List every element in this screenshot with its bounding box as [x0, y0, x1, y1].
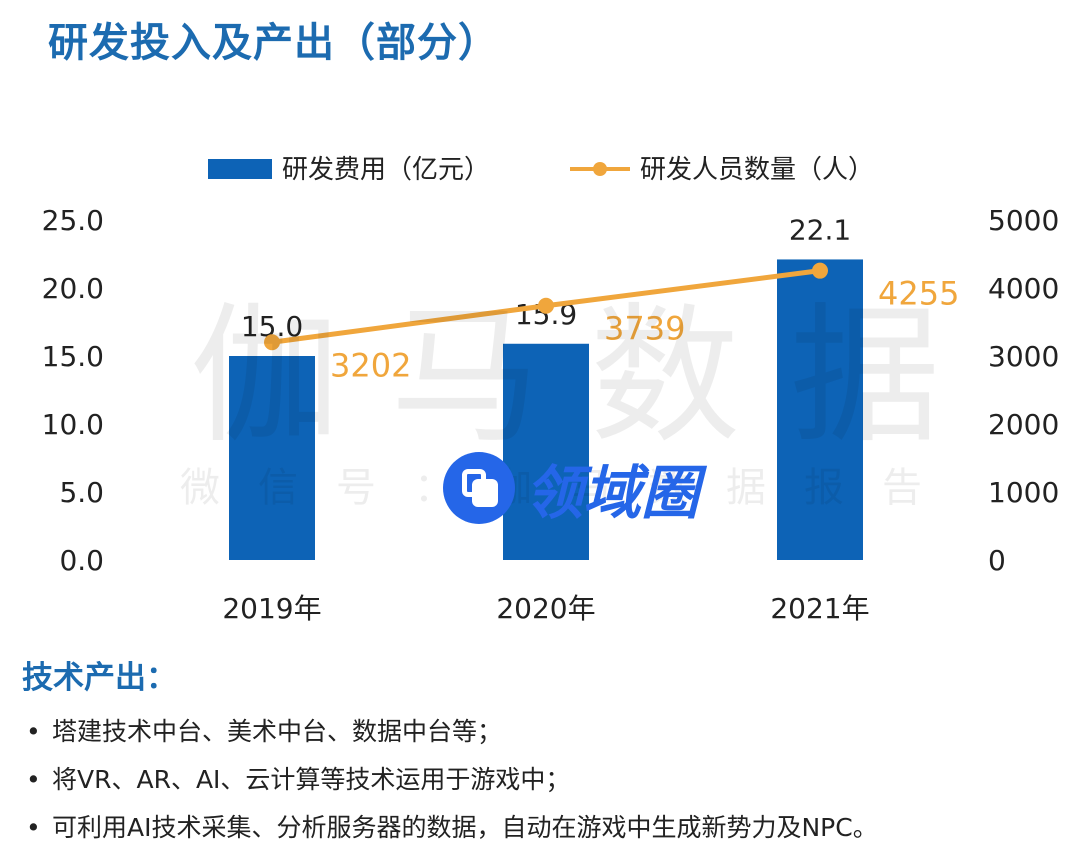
- x-tick-label: 2021年: [770, 592, 869, 625]
- line-point: [264, 334, 280, 351]
- y-right-tick-label: 4000: [988, 272, 1059, 305]
- y-left-tick-label: 15.0: [42, 340, 104, 373]
- x-tick-label: 2020年: [496, 592, 595, 625]
- tech-output-list: • 塔建技术中台、美术中台、数据中台等； • 将VR、AR、AI、云计算等技术运用于…: [26, 712, 878, 856]
- list-item: • 可利用AI技术采集、分析服务器的数据，自动在游戏中生成新势力及NPC。: [26, 813, 878, 842]
- legend-marker-line: [593, 162, 607, 176]
- bar-2020年: [503, 343, 589, 560]
- brand-badge: 领域圈: [443, 446, 699, 530]
- line-point: [812, 262, 828, 279]
- y-left-tick-label: 5.0: [59, 476, 104, 509]
- y-right-tick-label: 2000: [988, 408, 1059, 441]
- combo-chart: 研发费用（亿元） 研发人员数量（人） 0.0 5.0 10.0 15.0 20.0 25.0 0…: [42, 155, 1060, 625]
- line-data-label: 3739: [604, 310, 685, 348]
- x-tick-label: 2019年: [222, 592, 321, 625]
- line-data-label: 4255: [878, 275, 959, 313]
- y-left-tick-label: 20.0: [42, 272, 104, 305]
- y-right-tick-label: 5000: [988, 204, 1059, 237]
- bar-2019年: [229, 356, 315, 560]
- line-point: [538, 297, 554, 314]
- bar-data-label: 22.1: [789, 213, 851, 246]
- y-right-tick-label: 3000: [988, 340, 1059, 373]
- y-left-tick-label: 0.0: [59, 544, 104, 577]
- list-item: • 塔建技术中台、美术中台、数据中台等；: [26, 717, 503, 746]
- legend-label-line: 研发人员数量（人）: [640, 155, 874, 185]
- brand-badge-text: 领域圈: [525, 459, 700, 527]
- bar-2021年: [777, 259, 863, 560]
- y-right-tick-label: 0: [988, 544, 1006, 577]
- page-title: 研发投入及产出（部分）: [48, 20, 499, 66]
- legend-label-bar: 研发费用（亿元）: [282, 155, 490, 185]
- list-item: • 将VR、AR、AI、云计算等技术运用于游戏中；: [26, 765, 571, 794]
- y-right-tick-label: 1000: [988, 476, 1059, 509]
- y-left-tick-label: 10.0: [42, 408, 104, 441]
- overlap-squares-icon: [443, 452, 515, 524]
- line-data-label: 3202: [330, 346, 411, 384]
- legend-swatch-bar: [208, 159, 272, 179]
- y-left-tick-label: 25.0: [42, 204, 104, 237]
- tech-output-heading: 技术产出：: [22, 660, 177, 696]
